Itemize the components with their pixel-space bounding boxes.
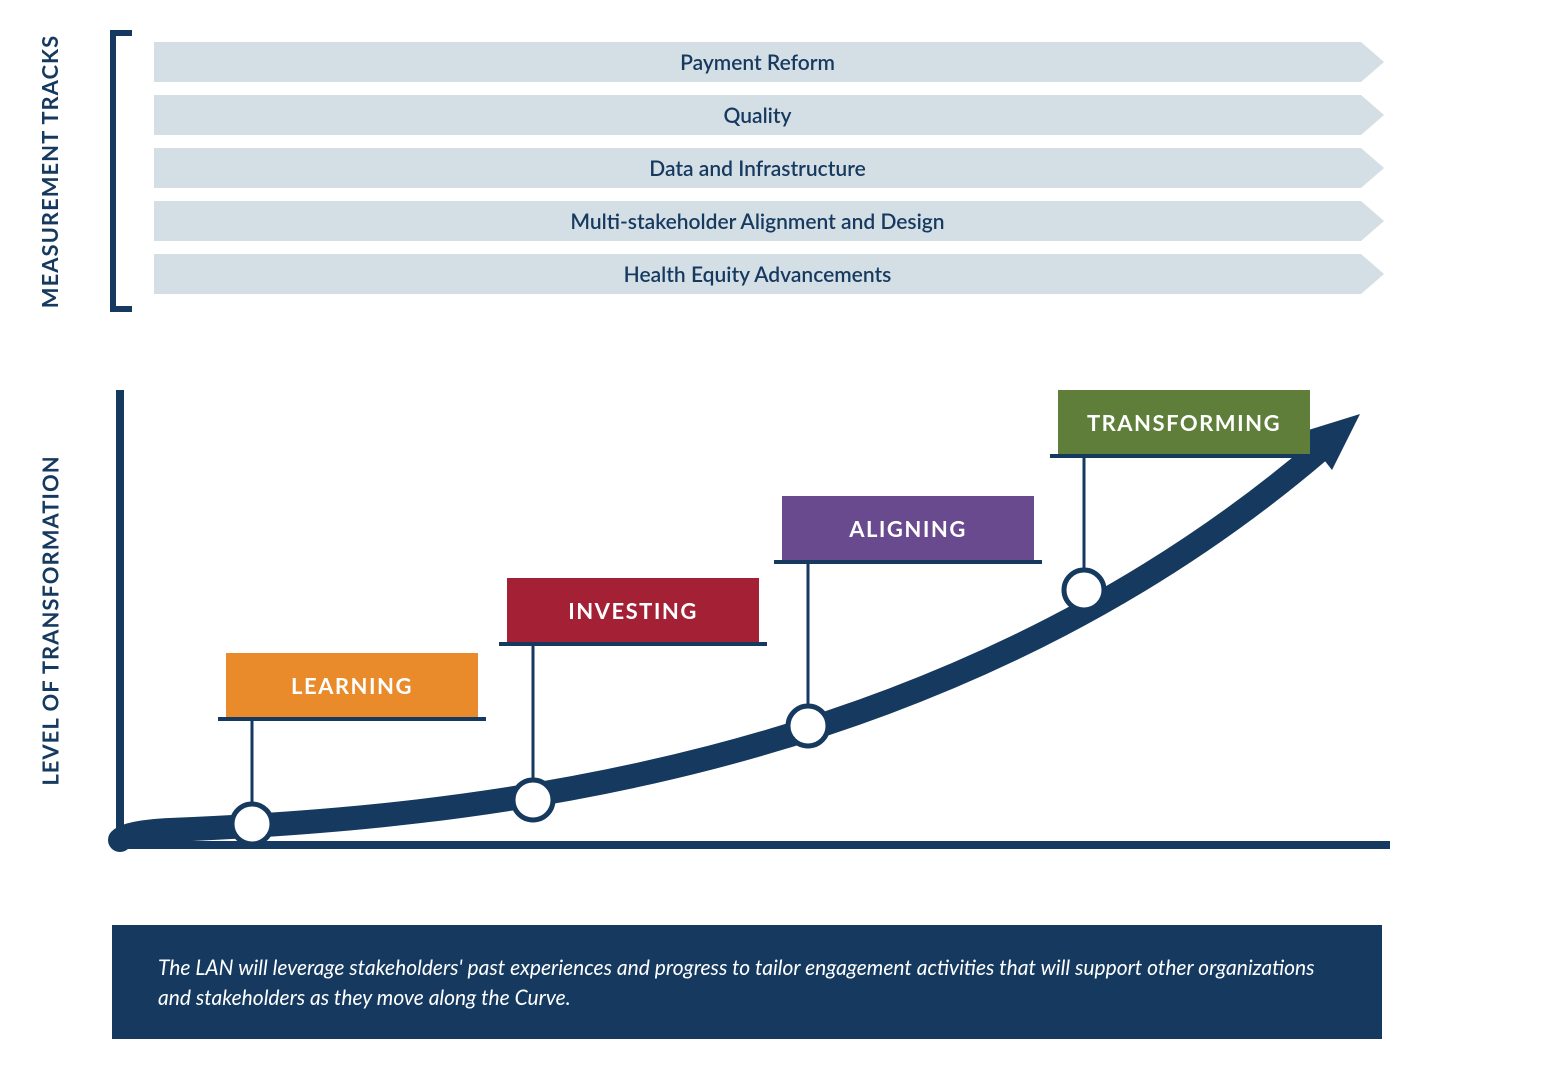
measurement-track-row: Quality [154,95,1384,135]
stage-underline [218,717,486,721]
measurement-tracks-list: Payment Reform Quality Data and Infrastruc… [154,42,1384,294]
stage-underline [774,560,1042,564]
measurement-tracks-axis-label: MEASUREMENT TRACKS [30,30,70,312]
chevron-right-icon [1361,148,1384,188]
chevron-right-icon [1361,42,1384,82]
stage-box: ALIGNING [782,496,1034,560]
measurement-tracks-bracket [110,30,132,312]
footer-description-text: The LAN will leverage stakeholders' past… [158,955,1315,1010]
stage-box: TRANSFORMING [1058,390,1310,454]
measurement-track-bar: Health Equity Advancements [154,254,1361,294]
stage-node [788,706,828,746]
transformation-axis-label: LEVEL OF TRANSFORMATION [30,390,70,850]
stage-node [1064,570,1104,610]
measurement-track-bar: Payment Reform [154,42,1361,82]
footer-description-box: The LAN will leverage stakeholders' past… [112,925,1382,1039]
measurement-track-bar: Quality [154,95,1361,135]
measurement-tracks-axis-label-text: MEASUREMENT TRACKS [37,34,64,307]
stage-node [513,780,553,820]
measurement-tracks-section: MEASUREMENT TRACKS Payment Reform Quality… [0,30,1566,312]
measurement-track-row: Payment Reform [154,42,1384,82]
stage-underline [499,642,767,646]
measurement-track-bar: Data and Infrastructure [154,148,1361,188]
measurement-track-bar: Multi-stakeholder Alignment and Design [154,201,1361,241]
measurement-track-row: Multi-stakeholder Alignment and Design [154,201,1384,241]
stage-node [232,804,272,844]
transformation-curve-section: LEVEL OF TRANSFORMATION LEARNING INVESTIN… [0,370,1566,870]
measurement-track-row: Health Equity Advancements [154,254,1384,294]
chevron-right-icon [1361,95,1384,135]
chevron-right-icon [1361,201,1384,241]
stage-box: LEARNING [226,653,478,717]
infographic-page: MEASUREMENT TRACKS Payment Reform Quality… [0,0,1566,1080]
stage-box: INVESTING [507,578,759,642]
measurement-track-row: Data and Infrastructure [154,148,1384,188]
stage-underline [1050,454,1318,458]
chevron-right-icon [1361,254,1384,294]
transformation-axis-label-text: LEVEL OF TRANSFORMATION [37,455,64,785]
